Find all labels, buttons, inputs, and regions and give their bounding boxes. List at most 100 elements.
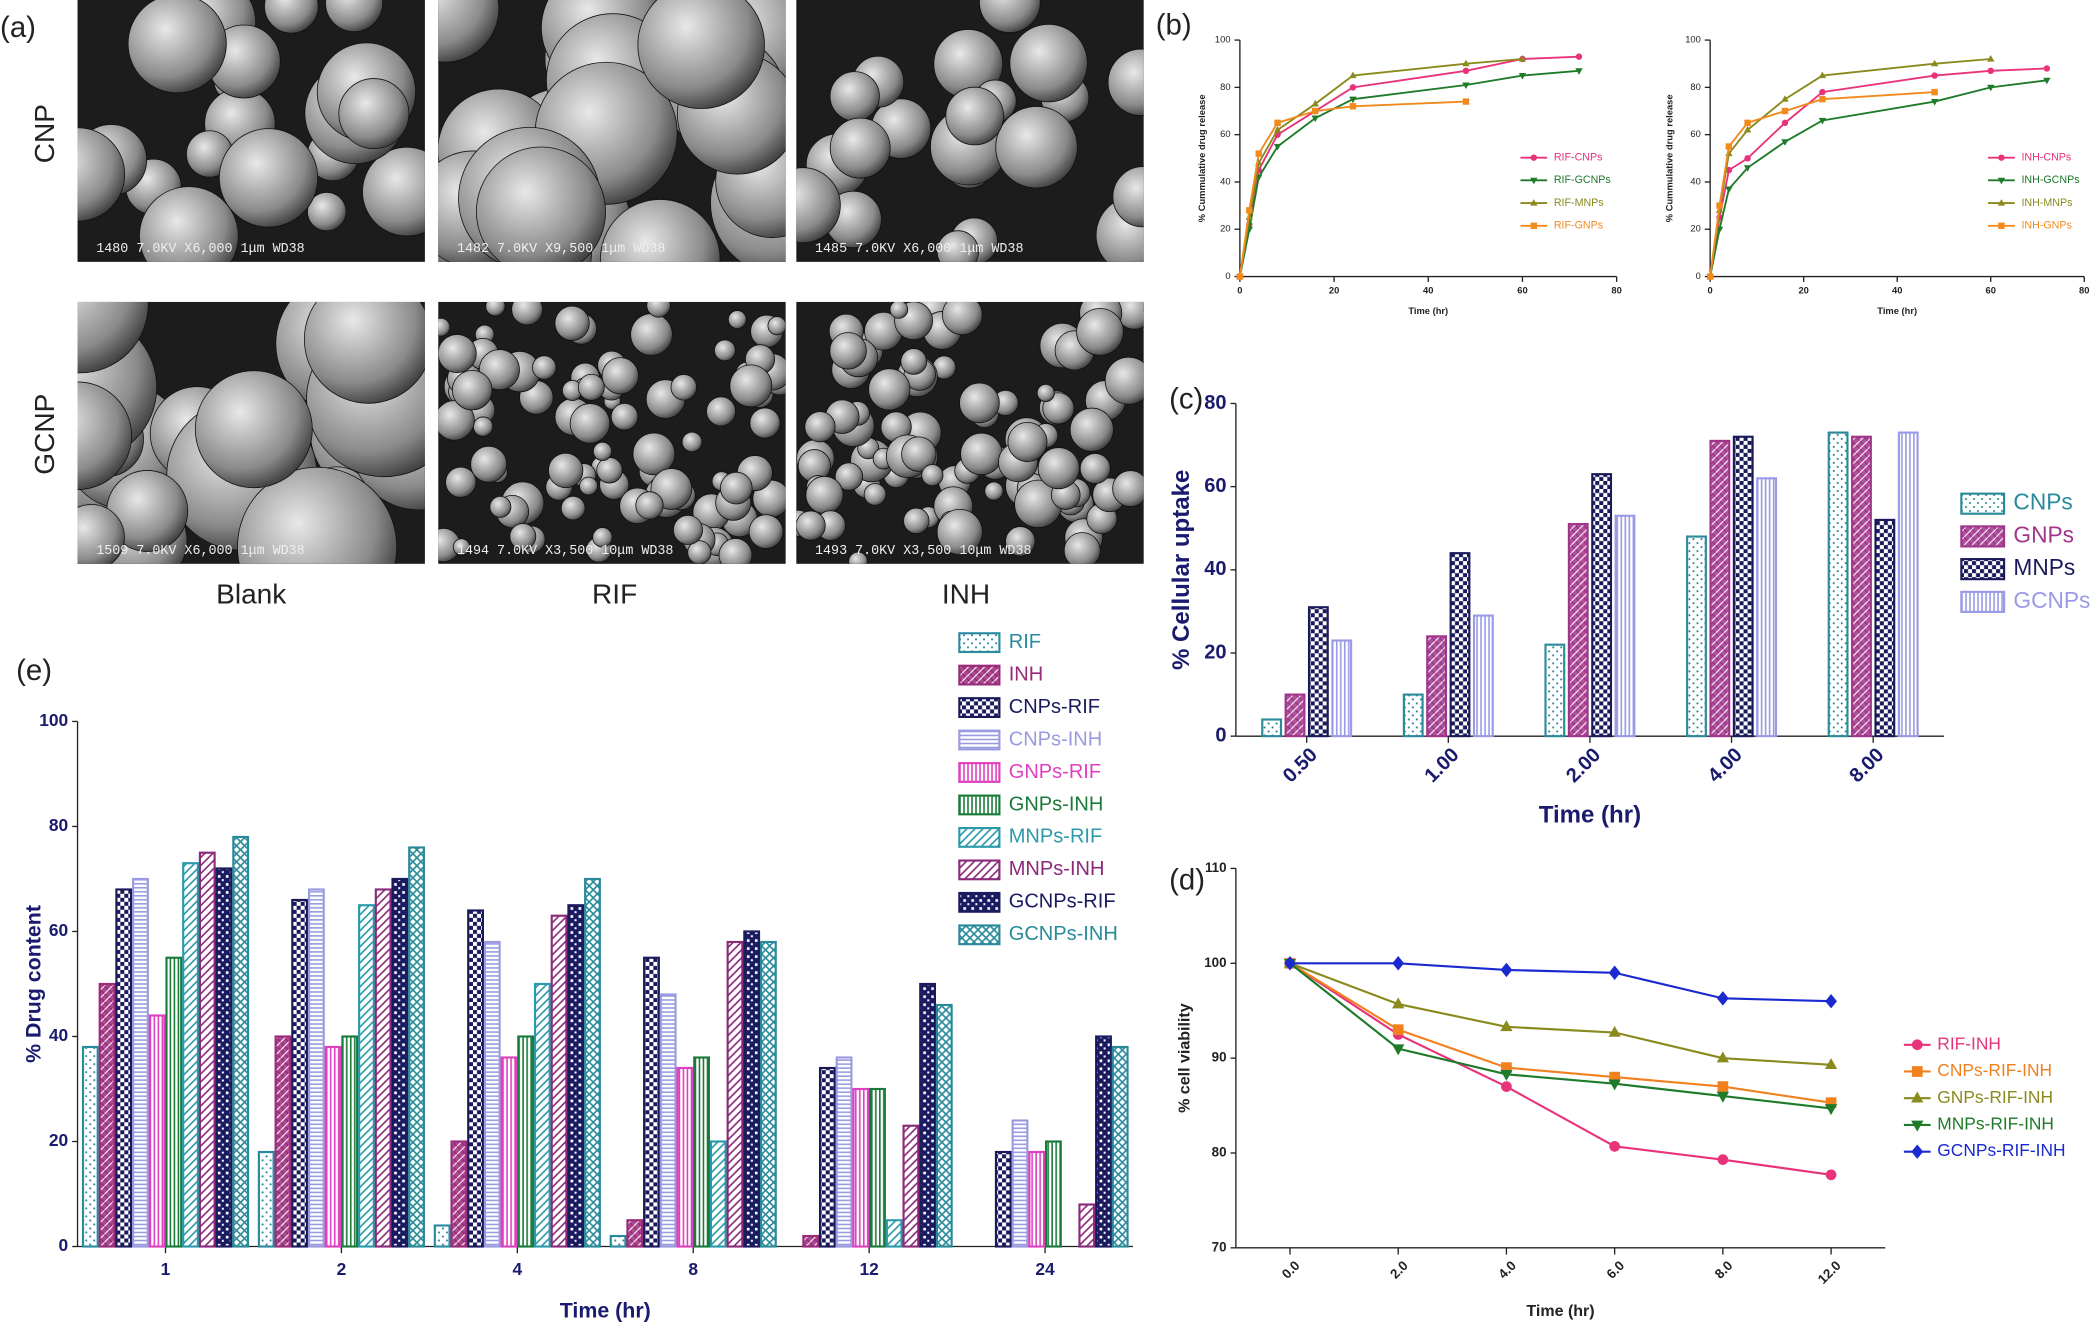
marker: [1743, 165, 1752, 172]
x-tick-label: 2.0: [1387, 1258, 1411, 1282]
marker: [1911, 1091, 1924, 1103]
series-line: [1238, 69, 1580, 277]
sem-caption: 1494 7.0KV X3,500 10μm WD38: [457, 544, 673, 559]
y-tick-label: 0: [1215, 724, 1226, 746]
particle: [445, 466, 477, 498]
x-tick-label: 0: [1237, 286, 1242, 296]
marker: [1716, 202, 1723, 209]
particle: [438, 400, 475, 441]
particle: [1063, 532, 1101, 564]
particle: [77, 127, 126, 222]
particle: [532, 355, 557, 380]
particle: [670, 374, 698, 401]
legend-swatch: [958, 632, 1001, 654]
marker: [1246, 207, 1253, 214]
bar: [215, 867, 233, 1248]
sem-image: 1485 7.0KV X6,000 1μm WD38: [796, 0, 1144, 262]
particle: [127, 0, 227, 94]
legend-label: GCNPs-RIF-INH: [1937, 1140, 2065, 1160]
column-label: RIF: [592, 578, 637, 609]
marker: [1725, 186, 1733, 194]
particle: [77, 381, 132, 490]
particle: [77, 504, 125, 564]
marker: [1997, 177, 2006, 185]
bar: [885, 1219, 903, 1248]
series-line: [1709, 67, 2047, 277]
y-axis-label: % Cummulative drug release: [1665, 94, 1675, 222]
legend-swatch: [958, 891, 1001, 913]
marker: [1781, 119, 1789, 127]
marker: [1500, 1020, 1513, 1032]
particle: [681, 431, 703, 453]
legend-swatch: [958, 826, 1001, 848]
y-tick-label: 20: [49, 1130, 68, 1150]
x-tick-label: 12: [859, 1259, 878, 1279]
series-line: [1289, 962, 1832, 1003]
marker: [1530, 177, 1538, 185]
sem-image: 1493 7.0KV X3,500 10μm WD38: [796, 301, 1144, 564]
bar: [818, 1066, 836, 1248]
y-axis-label: % cell viability: [1175, 1003, 1193, 1113]
legend-label: INH-GNPs: [2021, 220, 2071, 232]
x-tick-label: 8: [688, 1259, 698, 1279]
marker: [1987, 84, 1995, 92]
particle: [848, 551, 868, 564]
marker: [1825, 994, 1837, 1009]
y-tick-label: 70: [1212, 1239, 1227, 1254]
marker: [1500, 1069, 1513, 1081]
bar: [132, 877, 149, 1248]
particle: [829, 71, 880, 122]
x-tick-label: 4: [512, 1259, 522, 1279]
particle: [569, 403, 611, 444]
particle: [194, 370, 313, 489]
particle: [472, 416, 494, 437]
series-line: [1289, 962, 1832, 1110]
x-tick-label: 2: [337, 1259, 347, 1279]
bar: [433, 1224, 451, 1248]
particle: [635, 491, 664, 520]
bar: [835, 1056, 853, 1248]
marker: [1608, 965, 1621, 980]
particle: [719, 471, 753, 505]
particle: [438, 317, 451, 337]
marker: [1911, 1039, 1923, 1051]
particle: [767, 316, 786, 336]
y-tick-label: 90: [1212, 1050, 1227, 1065]
bar: [81, 1045, 99, 1248]
particle: [509, 523, 537, 550]
bar: [1449, 552, 1471, 738]
bar: [743, 930, 761, 1248]
particle: [577, 373, 605, 401]
series-line: [1238, 55, 1580, 277]
bar: [759, 940, 777, 1248]
legend-swatch: [958, 697, 1001, 718]
particle: [1076, 308, 1124, 356]
marker: [1349, 71, 1357, 79]
particle: [921, 464, 944, 487]
marker: [1274, 119, 1281, 127]
bar: [198, 851, 216, 1248]
particle: [687, 540, 712, 564]
particle: [796, 510, 826, 541]
marker: [1518, 72, 1527, 80]
marker: [1392, 1044, 1405, 1056]
marker: [1911, 1120, 1924, 1132]
bar: [182, 862, 199, 1248]
marker: [1998, 222, 2005, 229]
legend-label: RIF-CNPs: [1554, 151, 1603, 163]
particle: [592, 441, 613, 461]
bar: [517, 1035, 535, 1248]
bar: [165, 956, 183, 1248]
marker: [1392, 1024, 1404, 1036]
bar: [1261, 718, 1283, 738]
marker: [1716, 1051, 1730, 1063]
x-tick-label: 60: [1517, 286, 1527, 296]
x-tick-label: 0.50: [1279, 744, 1322, 787]
legend-label: RIF-GNPs: [1554, 220, 1603, 232]
x-tick-label: 20: [1798, 286, 1808, 296]
series-line: [1289, 962, 1832, 1104]
marker: [1825, 1097, 1837, 1109]
series-line: [1289, 962, 1832, 1066]
